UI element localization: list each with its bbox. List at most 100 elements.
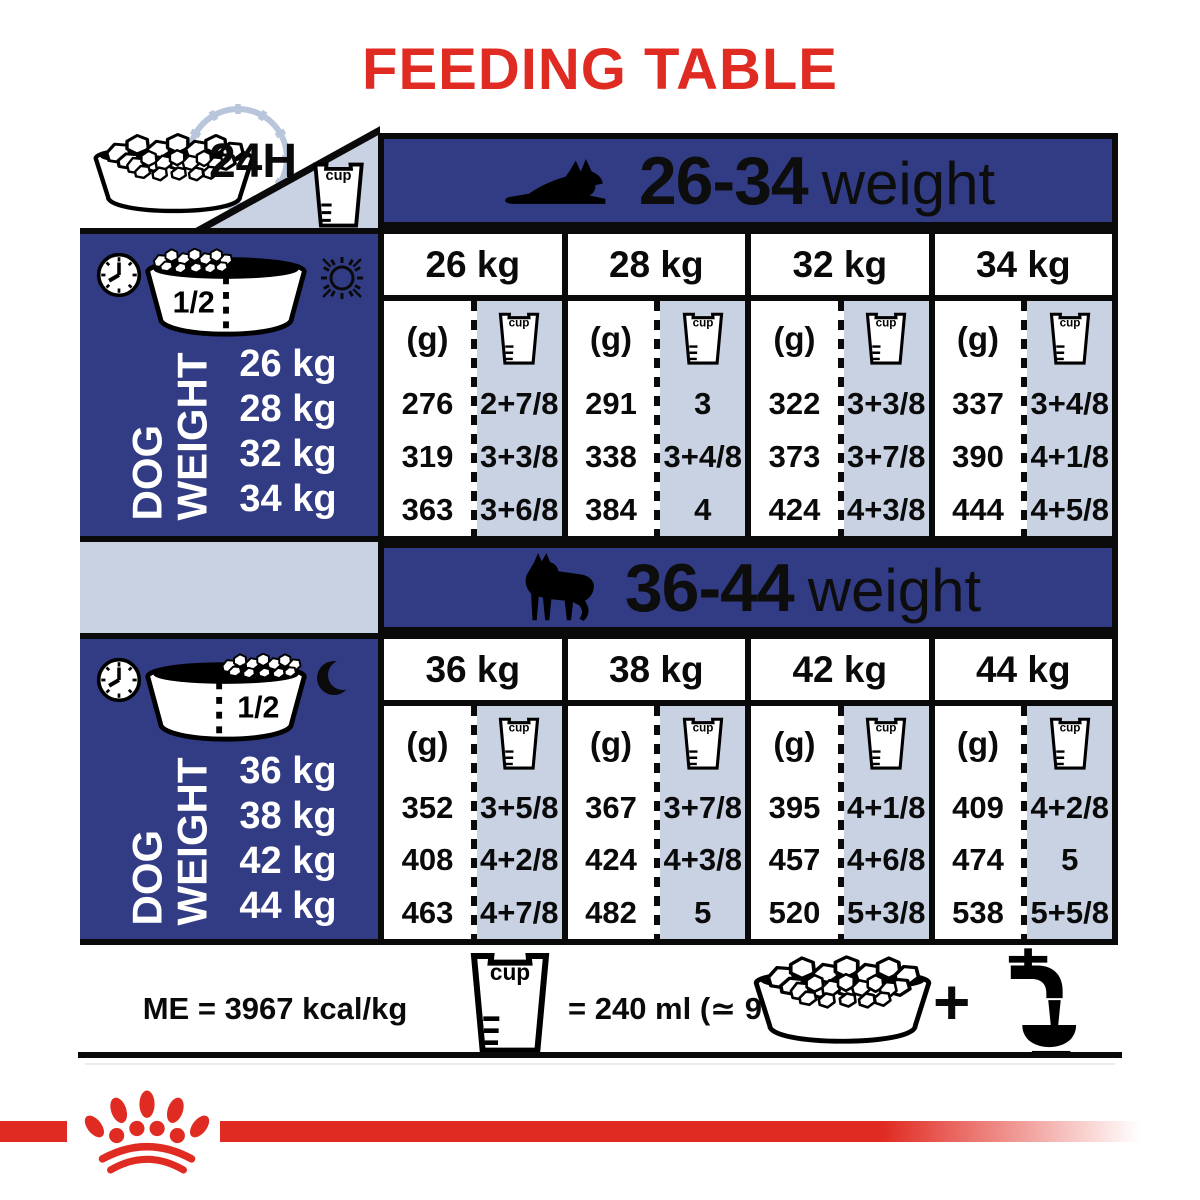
food-bowl-icon xyxy=(750,952,935,1049)
cup-value: 3+5/8 xyxy=(480,789,559,825)
dotted-divider xyxy=(470,301,477,536)
section-1-table: 26 kg (g) 276 319 363 2+7/8 3+3/8 3+6/8 xyxy=(378,228,1118,542)
section-2-weight-panel: DOG WEIGHT 36 kg 38 kg 42 kg 44 kg xyxy=(80,633,378,945)
grams-value: 538 xyxy=(952,894,1004,930)
cup-value: 4+7/8 xyxy=(480,894,559,930)
water-tap-icon xyxy=(982,948,1078,1056)
clock-icon xyxy=(94,655,144,705)
dotted-divider xyxy=(654,706,661,939)
weight-word: WEIGHT xyxy=(168,757,216,926)
cup-value: 4+3/8 xyxy=(847,491,926,527)
grams-value: 337 xyxy=(952,385,1004,421)
grams-value: 409 xyxy=(952,789,1004,825)
grams-value: 463 xyxy=(401,894,454,930)
cup-value: 5+3/8 xyxy=(847,894,926,930)
measuring-cup-icon xyxy=(497,717,541,771)
cup-value: 5 xyxy=(1061,842,1079,878)
row-label: 44 kg xyxy=(239,885,337,927)
cup-value: 4+2/8 xyxy=(1030,789,1109,825)
measuring-cup-icon xyxy=(497,312,541,366)
sun-icon xyxy=(321,257,363,299)
weight-column: 42 kg (g) 395 457 520 4+1/8 4+6/8 5+3/8 xyxy=(745,639,929,939)
cup-value: 4 xyxy=(694,491,712,527)
range-word: weight xyxy=(821,149,996,217)
cup-value: 4+3/8 xyxy=(663,842,742,878)
grams-unit: (g) xyxy=(773,724,816,762)
measuring-cup-icon xyxy=(864,312,908,366)
measuring-cup-icon xyxy=(1048,717,1092,771)
dotted-divider xyxy=(470,706,477,939)
dotted-divider xyxy=(837,301,844,536)
dotted-divider xyxy=(1021,301,1028,536)
section-1-row-labels: 26 kg 28 kg 32 kg 34 kg xyxy=(218,342,358,522)
weight-column: 28 kg (g) 291 338 384 3 3+4/8 4 xyxy=(561,234,745,536)
grams-value: 457 xyxy=(768,842,821,878)
grams-value: 384 xyxy=(585,491,637,527)
column-header: 28 kg xyxy=(567,234,745,301)
weight-column: 34 kg (g) 337 390 444 3+4/8 4+1/8 4+5/8 xyxy=(928,234,1112,536)
range-numbers: 36-44 xyxy=(624,549,795,626)
row-label: 28 kg xyxy=(239,388,337,430)
grams-value: 408 xyxy=(401,842,454,878)
grams-value: 373 xyxy=(768,438,821,474)
weight-column: 38 kg (g) 367 424 482 3+7/8 4+3/8 5 xyxy=(561,639,745,939)
cup-value: 5+5/8 xyxy=(1030,894,1109,930)
section-2-row-labels: 36 kg 38 kg 42 kg 44 kg xyxy=(218,749,358,929)
column-header: 42 kg xyxy=(751,639,929,706)
section-1-weight-panel: DOG WEIGHT 26 kg 28 kg 32 kg 34 kg xyxy=(80,228,378,542)
weight-word: WEIGHT xyxy=(168,352,216,521)
cup-value: 3+7/8 xyxy=(663,789,742,825)
grams-unit: (g) xyxy=(956,320,1000,357)
grams-value: 424 xyxy=(585,842,637,878)
cup-value: 3+4/8 xyxy=(1030,385,1109,421)
range-numbers: 26-34 xyxy=(638,142,809,219)
cup-value: 4+6/8 xyxy=(847,842,926,878)
grams-unit: (g) xyxy=(406,320,449,357)
lying-dog-icon xyxy=(501,155,613,207)
grams-unit: (g) xyxy=(956,724,1000,762)
row-label: 42 kg xyxy=(239,840,337,882)
row-label: 36 kg xyxy=(239,750,337,792)
24h-label: 24H xyxy=(208,135,298,188)
grams-value: 390 xyxy=(952,438,1004,474)
grams-unit: (g) xyxy=(589,320,633,357)
grams-unit: (g) xyxy=(773,320,816,357)
section-2-table: 36 kg (g) 352 408 463 3+5/8 4+2/8 4+7/8 xyxy=(378,633,1118,945)
dotted-divider xyxy=(837,706,844,939)
grams-value: 319 xyxy=(401,438,454,474)
column-header: 44 kg xyxy=(934,639,1112,706)
row-label: 32 kg xyxy=(239,433,337,475)
row-label: 34 kg xyxy=(239,478,337,520)
cup-value: 2+7/8 xyxy=(480,385,559,421)
grams-value: 352 xyxy=(401,789,454,825)
grams-value: 482 xyxy=(585,894,637,930)
column-header: 36 kg xyxy=(384,639,562,706)
section-2-header: 36-44 weight xyxy=(378,542,1118,633)
weight-column: 32 kg (g) 322 373 424 3+3/8 3+7/8 4+3/8 xyxy=(745,234,929,536)
grams-value: 424 xyxy=(768,491,821,527)
cup-value: 3+6/8 xyxy=(480,491,559,527)
half-bowl-day-icon xyxy=(142,248,310,340)
dog-weight-axis-label: DOG WEIGHT xyxy=(124,352,231,521)
brand-bar-left xyxy=(0,1121,67,1142)
cup-value: 3+4/8 xyxy=(663,438,742,474)
section-2-range: 36-44 weight xyxy=(625,549,981,627)
row-label: 38 kg xyxy=(239,795,337,837)
plus-sign: + xyxy=(933,966,971,1038)
dotted-divider xyxy=(1021,706,1028,939)
card-edge-line xyxy=(85,1063,1115,1065)
grams-value: 395 xyxy=(768,789,821,825)
column-header: 34 kg xyxy=(934,234,1112,301)
section-1-header: 26-34 weight xyxy=(378,133,1118,228)
cup-value: 4+1/8 xyxy=(847,789,926,825)
weight-column: 44 kg (g) 409 474 538 4+2/8 5 5+5/8 xyxy=(928,639,1112,939)
weight-column: 36 kg (g) 352 408 463 3+5/8 4+2/8 4+7/8 xyxy=(384,639,562,939)
grams-unit: (g) xyxy=(589,724,633,762)
measuring-cup-icon xyxy=(311,162,366,229)
half-bowl-night-icon xyxy=(142,653,310,745)
cup-value: 4+1/8 xyxy=(1030,438,1109,474)
measuring-cup-icon xyxy=(681,717,725,771)
metabolizable-energy-label: ME = 3967 kcal/kg xyxy=(142,991,408,1026)
measuring-cup-icon xyxy=(681,312,725,366)
